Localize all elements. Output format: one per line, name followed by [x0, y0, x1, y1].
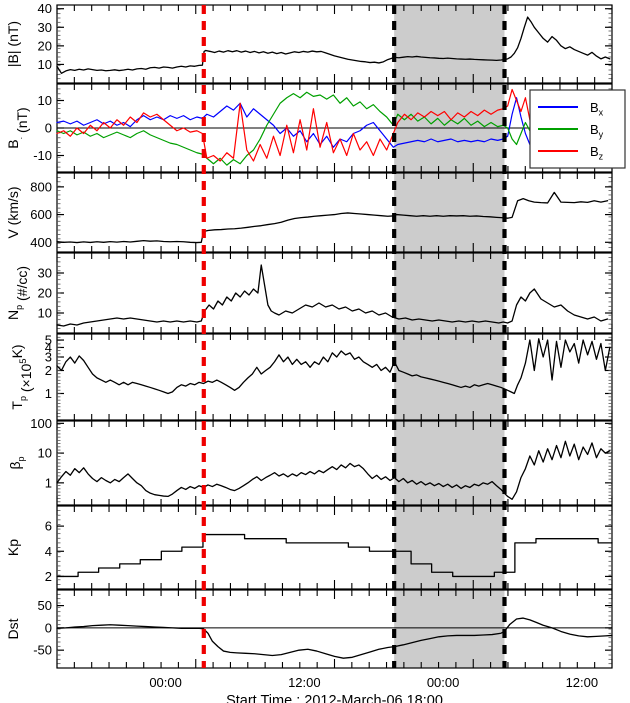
ytick-label-kp-index-4: 4	[45, 544, 52, 559]
ytick-label-magnetic-field-magnitude-30: 30	[38, 20, 52, 35]
ytick-label-solar-wind-speed-600: 600	[30, 207, 52, 222]
ytick-label-magnetic-field-magnitude-10: 10	[38, 57, 52, 72]
panel-frame-magnetic-field-magnitude	[56, 4, 613, 84]
ytick-label-magnetic-field-components-0: 0	[45, 121, 52, 136]
ytick-label-proton-temperature-2: 2	[45, 363, 52, 378]
y-axis-label-plasma-beta: βp	[7, 456, 26, 469]
ytick-label-magnetic-field-components-10: 10	[38, 93, 52, 108]
ytick-label-kp-index-6: 6	[45, 519, 52, 534]
ytick-label-proton-density-20: 20	[38, 286, 52, 301]
ytick-label-proton-temperature-1: 1	[45, 386, 52, 401]
legend-label-y: By	[590, 122, 604, 140]
series-V	[56, 191, 609, 244]
xtick-label-0: 00:00	[149, 675, 182, 690]
panel-frame-proton-density	[56, 252, 613, 334]
ytick-label-kp-index-2: 2	[45, 569, 52, 584]
ytick-label-dst-index-0: 0	[45, 620, 52, 635]
ytick-label-plasma-beta-1: 1	[45, 475, 52, 490]
y-axis-label-proton-density: Np (#/cc)	[5, 266, 30, 320]
y-axis-label-dst-index: Dst	[5, 618, 21, 639]
y-axis-label-solar-wind-speed: V (km/s)	[5, 186, 21, 238]
y-axis-label-kp-index: Kp	[5, 539, 21, 556]
series-Tp	[56, 338, 611, 395]
ytick-label-magnetic-field-magnitude-40: 40	[38, 1, 52, 16]
y-axis-label-magnetic-field-components: B. (nT)	[5, 107, 30, 148]
ytick-label-proton-temperature-5: 5	[45, 333, 52, 348]
ytick-label-dst-index--50: -50	[33, 643, 52, 658]
ytick-label-solar-wind-speed-800: 800	[30, 179, 52, 194]
panel-frame-plasma-beta	[56, 420, 613, 506]
ytick-label-proton-temperature-3: 3	[45, 350, 52, 365]
ytick-label-magnetic-field-components--10: -10	[33, 148, 52, 163]
ytick-label-solar-wind-speed-400: 400	[30, 235, 52, 250]
y-axis-label-proton-temperature: Tp (×105K)	[9, 344, 34, 409]
series-Np	[56, 264, 609, 327]
ytick-label-plasma-beta-100: 100	[30, 416, 52, 431]
ytick-label-proton-temperature-4: 4	[45, 340, 52, 355]
x-axis-title: Start Time : 2012-March-06 18:00	[226, 693, 443, 703]
series-By	[56, 91, 609, 166]
series-Kp	[56, 533, 613, 578]
panel-frame-solar-wind-speed	[56, 172, 613, 253]
series-betap	[56, 440, 611, 500]
magnetic-cloud-shade	[394, 5, 505, 668]
legend-label-x: Bx	[590, 100, 604, 118]
xtick-label-2: 00:00	[427, 675, 460, 690]
legend-label-z: Bz	[590, 144, 604, 162]
xtick-label-1: 12:00	[288, 675, 321, 690]
ytick-label-dst-index-50: 50	[38, 598, 52, 613]
series-Dst	[56, 617, 613, 659]
ytick-label-magnetic-field-magnitude-20: 20	[38, 38, 52, 53]
panel-frame-kp-index	[56, 505, 613, 590]
xtick-label-3: 12:00	[566, 675, 599, 690]
ytick-label-proton-density-10: 10	[38, 306, 52, 321]
y-axis-label-magnetic-field-magnitude: |B| (nT)	[5, 21, 21, 67]
ytick-label-plasma-beta-10: 10	[38, 446, 52, 461]
ytick-label-proton-density-30: 30	[38, 266, 52, 281]
series-Bz	[56, 88, 609, 162]
series-B	[56, 16, 611, 74]
